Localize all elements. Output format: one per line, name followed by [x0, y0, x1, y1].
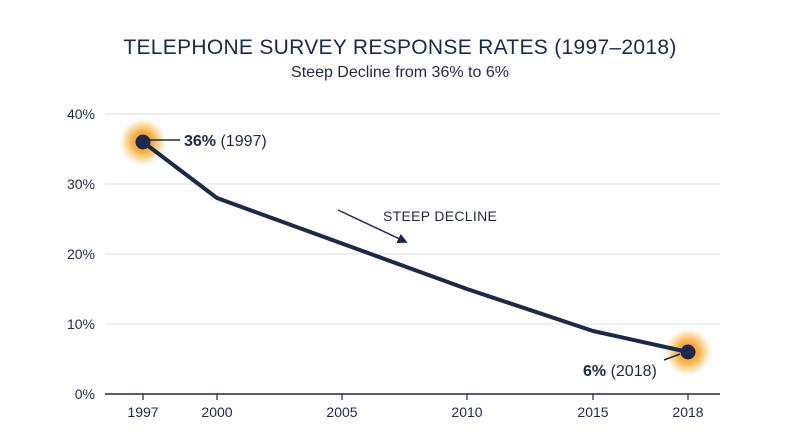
end-annotation: 6% (2018): [583, 363, 657, 380]
y-tick-label: 0%: [75, 386, 95, 402]
trend-label: STEEP DECLINE: [383, 208, 497, 224]
end-year: (2018): [606, 363, 657, 380]
end-point: [680, 344, 696, 360]
chart-title: TELEPHONE SURVEY RESPONSE RATES (1997–20…: [123, 36, 677, 59]
y-tick-label: 30%: [67, 176, 95, 192]
x-tick-label: 2015: [577, 404, 608, 420]
start-value: 36%: [184, 133, 216, 150]
y-tick-label: 40%: [67, 106, 95, 122]
end-value: 6%: [583, 363, 606, 380]
trend-arrow: [337, 209, 408, 243]
start-year: (1997): [216, 133, 267, 150]
y-tick-label: 10%: [67, 316, 95, 332]
x-tick-label: 2010: [451, 404, 482, 420]
x-tick-label: 2018: [672, 404, 703, 420]
series-line: [141, 140, 690, 354]
start-point: [135, 134, 151, 150]
x-tick-label: 2005: [326, 404, 357, 420]
y-tick-label: 20%: [67, 246, 95, 262]
x-tick-label: 1997: [127, 404, 158, 420]
start-annotation: 36% (1997): [184, 133, 267, 150]
x-tick-label: 2000: [201, 404, 232, 420]
chart-subtitle: Steep Decline from 36% to 6%: [291, 64, 509, 81]
end-leader-line: [663, 353, 681, 361]
